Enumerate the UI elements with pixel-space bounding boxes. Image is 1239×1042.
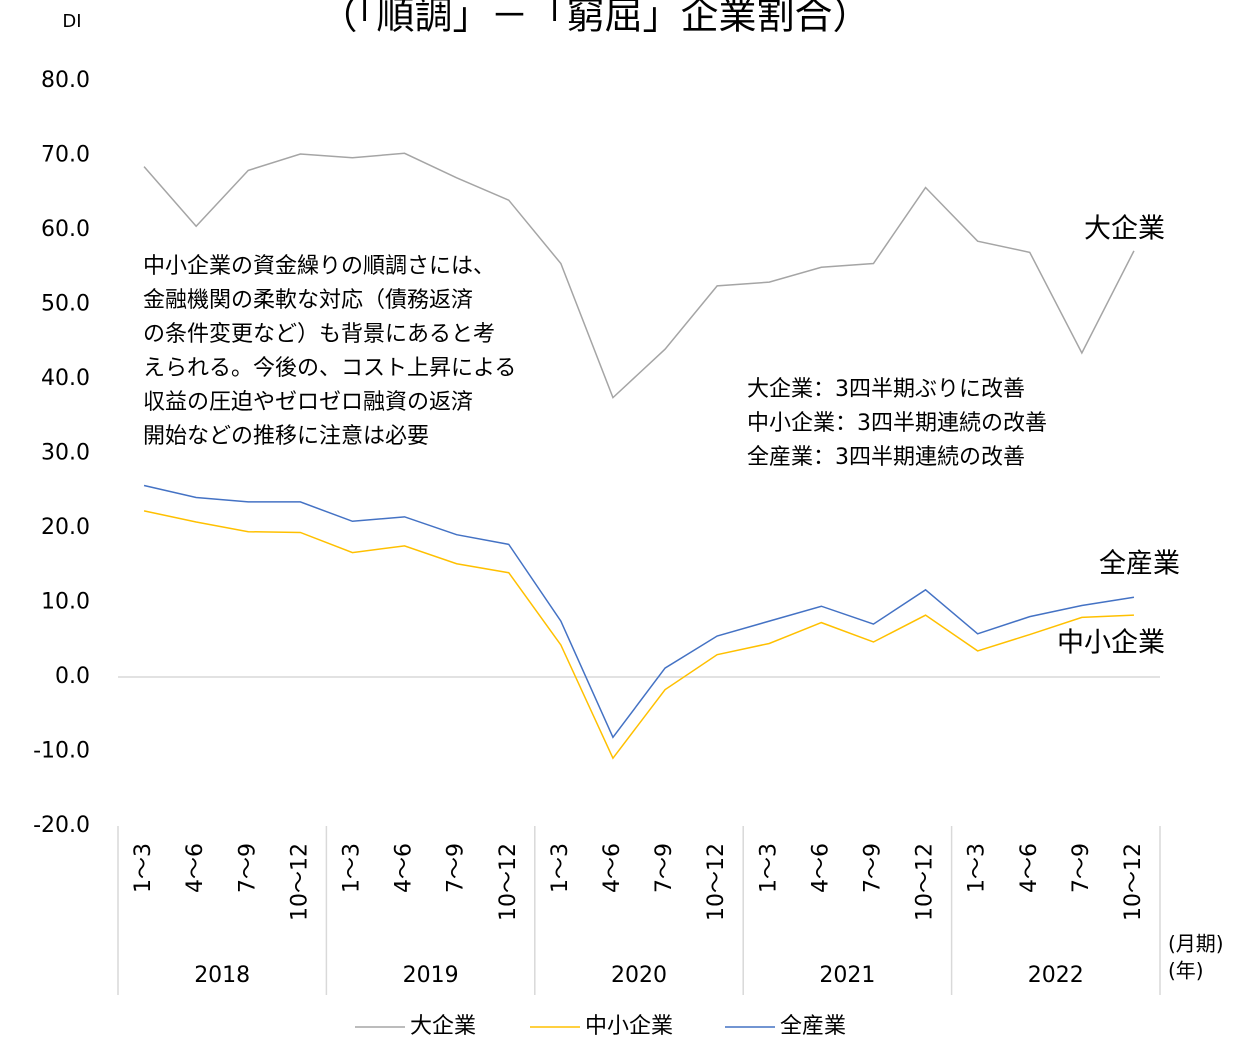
x-axis-label: (月期)	[1168, 932, 1224, 956]
x-tick-label: 4～6	[600, 843, 625, 893]
line-label: 全産業	[1099, 549, 1180, 580]
y-tick-label: -10.0	[33, 739, 90, 764]
year-label: 2019	[403, 963, 459, 988]
y-axis-label: DI	[62, 11, 81, 32]
annotation: 全産業：3四半期連続の改善	[747, 445, 1025, 470]
x-tick-label: 7～9	[444, 843, 469, 893]
chart-title: （「順調」－「窮屈」企業割合）	[319, 0, 870, 38]
y-tick-label: -20.0	[33, 813, 90, 838]
x-tick-label: 1～3	[339, 843, 364, 893]
line-label: 中小企業	[1057, 628, 1165, 659]
y-tick-label: 20.0	[41, 515, 90, 540]
x-tick-label: 10～12	[704, 843, 729, 921]
x-tick-label: 10～12	[913, 843, 938, 921]
series-line	[143, 484, 1135, 739]
annotation: 中小企業：3四半期連続の改善	[747, 411, 1047, 436]
annotation: 大企業：3四半期ぶりに改善	[747, 377, 1025, 402]
x-tick-label: 10～12	[496, 843, 521, 921]
annotation: 収益の圧迫やゼロゼロ融資の返済	[143, 390, 473, 415]
x-tick-label: 4～6	[392, 843, 417, 893]
x-tick-label: 4～6	[1017, 843, 1042, 893]
series-line	[143, 152, 1135, 399]
x-tick-label: 1～3	[965, 843, 990, 893]
x-tick-label: 7～9	[1069, 843, 1094, 893]
annotation: の条件変更など）も背景にあると考	[143, 322, 495, 347]
year-label: 2018	[194, 963, 250, 988]
x-tick-label: 1～3	[548, 843, 573, 893]
y-tick-label: 70.0	[41, 143, 90, 168]
y-tick-label: 40.0	[41, 366, 90, 391]
y-tick-label: 50.0	[41, 292, 90, 317]
year-label: 2020	[611, 963, 667, 988]
x-tick-label: 1～3	[131, 843, 156, 893]
x-tick-label: 10～12	[287, 843, 312, 921]
x-tick-label: 1～3	[756, 843, 781, 893]
annotation: えられる。今後の、コスト上昇による	[143, 356, 516, 381]
year-label: 2021	[819, 963, 875, 988]
y-tick-label: 60.0	[41, 217, 90, 242]
series-line	[143, 510, 1134, 760]
annotation: 金融機関の柔軟な対応（債務返済	[143, 288, 473, 313]
x-tick-label: 4～6	[183, 843, 208, 893]
x-tick-label: 7～9	[860, 843, 885, 893]
legend-label: 大企業	[410, 1014, 476, 1039]
x-axis-label: (年)	[1168, 959, 1204, 983]
legend-label: 中小企業	[585, 1014, 673, 1039]
y-tick-label: 30.0	[41, 441, 90, 466]
line-label: 大企業	[1084, 214, 1165, 245]
y-tick-label: 10.0	[41, 590, 90, 615]
x-tick-label: 10～12	[1121, 843, 1146, 921]
legend-label: 全産業	[780, 1014, 846, 1039]
annotation: 中小企業の資金繰りの順調さには、	[143, 254, 495, 279]
x-tick-label: 7～9	[652, 843, 677, 893]
y-tick-label: 80.0	[41, 68, 90, 93]
x-tick-label: 7～9	[235, 843, 260, 893]
y-tick-label: 0.0	[55, 664, 90, 689]
x-tick-label: 4～6	[808, 843, 833, 893]
annotation: 開始などの推移に注意は必要	[143, 424, 429, 449]
year-label: 2022	[1028, 963, 1084, 988]
